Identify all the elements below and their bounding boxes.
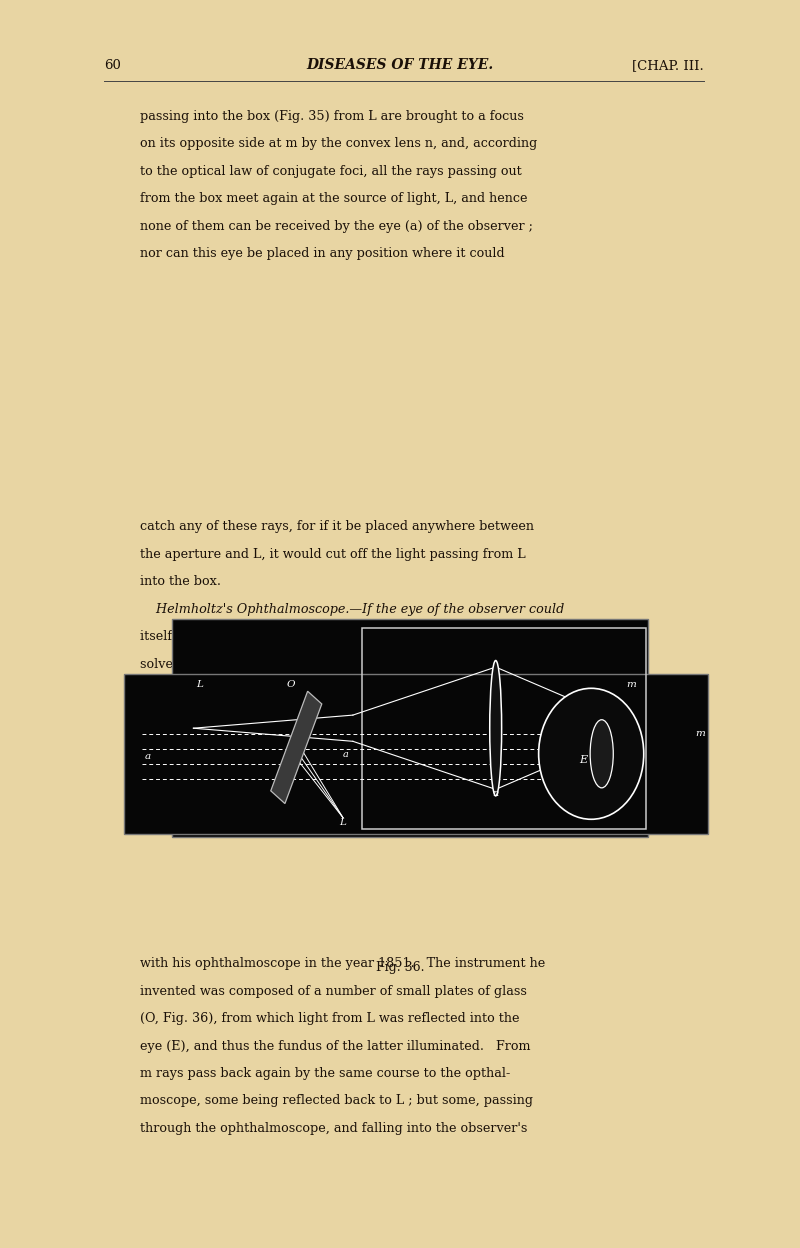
Text: on its opposite side at m by the convex lens n, and, according: on its opposite side at m by the convex … [140, 137, 538, 150]
Text: eye (E), and thus the fundus of the latter illuminated.   From: eye (E), and thus the fundus of the latt… [140, 1040, 530, 1052]
Text: [CHAP. III.: [CHAP. III. [632, 60, 704, 72]
Bar [172, 619, 648, 837]
Text: a: a [342, 750, 348, 759]
Text: passing into the box (Fig. 35) from L are brought to a focus: passing into the box (Fig. 35) from L ar… [140, 110, 524, 122]
Ellipse shape [538, 689, 644, 819]
Text: (O, Fig. 36), from which light from L was reflected into the: (O, Fig. 36), from which light from L wa… [140, 1012, 519, 1025]
Text: m rays pass back again by the same course to the opthal-: m rays pass back again by the same cours… [140, 1067, 510, 1080]
Bar [270, 691, 322, 804]
Text: E: E [578, 755, 587, 765]
Text: moscope, some being reflected back to L ; but some, passing: moscope, some being reflected back to L … [140, 1094, 533, 1107]
Text: O: O [286, 680, 294, 689]
Text: with his ophthalmoscope in the year 1851.   The instrument he: with his ophthalmoscope in the year 1851… [140, 957, 546, 970]
Text: Helmholtz's Ophthalmoscope.—If the eye of the observer could: Helmholtz's Ophthalmoscope.—If the eye o… [140, 603, 564, 615]
Text: 60: 60 [104, 60, 121, 72]
Text: to the optical law of conjugate foci, all the rays passing out: to the optical law of conjugate foci, al… [140, 165, 522, 177]
Text: itself be made the source of light, the difficulty would be: itself be made the source of light, the … [140, 630, 506, 643]
Text: a: a [145, 753, 150, 761]
Text: L: L [196, 680, 202, 689]
Bar [362, 628, 646, 829]
Ellipse shape [490, 660, 502, 796]
Text: Fig. 36.: Fig. 36. [376, 961, 424, 973]
Text: L: L [339, 819, 346, 827]
Text: into the box.: into the box. [140, 575, 221, 588]
Bar [124, 674, 708, 834]
Text: through the ophthalmoscope, and falling into the observer's: through the ophthalmoscope, and falling … [140, 1122, 527, 1134]
Text: invented was composed of a number of small plates of glass: invented was composed of a number of sma… [140, 985, 527, 997]
Text: solved ; and, practically, this is what Helmholtz accomplished: solved ; and, practically, this is what … [140, 658, 538, 670]
Text: none of them can be received by the eye (a) of the observer ;: none of them can be received by the eye … [140, 220, 533, 232]
Text: m: m [626, 680, 636, 689]
Text: the aperture and L, it would cut off the light passing from L: the aperture and L, it would cut off the… [140, 548, 526, 560]
Text: from the box meet again at the source of light, L, and hence: from the box meet again at the source of… [140, 192, 527, 205]
Text: DISEASES OF THE EYE.: DISEASES OF THE EYE. [306, 59, 494, 72]
Text: n: n [493, 790, 499, 799]
Text: Fig. 35.: Fig. 35. [376, 635, 424, 648]
Text: nor can this eye be placed in any position where it could: nor can this eye be placed in any positi… [140, 247, 505, 260]
Ellipse shape [590, 720, 614, 787]
Text: m: m [695, 729, 705, 738]
Text: catch any of these rays, for if it be placed anywhere between: catch any of these rays, for if it be pl… [140, 520, 534, 533]
